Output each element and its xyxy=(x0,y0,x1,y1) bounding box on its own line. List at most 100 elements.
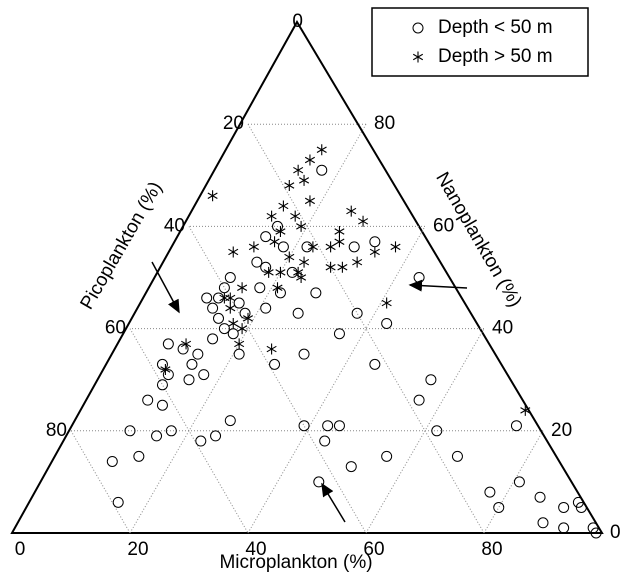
data-point xyxy=(277,241,289,253)
data-point xyxy=(334,226,345,238)
data-point xyxy=(269,236,280,248)
axis-title: Picoplankton (%) xyxy=(77,178,167,313)
data-point xyxy=(266,210,277,222)
legend-label: Depth < 50 m xyxy=(438,17,553,38)
data-point xyxy=(274,287,286,299)
grid-line xyxy=(70,430,131,534)
grid-line xyxy=(188,226,367,534)
data-point xyxy=(351,307,363,319)
legend xyxy=(371,7,589,77)
x-tick-label: 60 xyxy=(363,539,384,560)
left-tick-label: 20 xyxy=(223,113,244,134)
data-point xyxy=(242,312,254,324)
data-point xyxy=(162,338,174,350)
data-point xyxy=(233,348,245,360)
data-point xyxy=(572,496,584,508)
data-point xyxy=(310,287,322,299)
data-point xyxy=(160,363,171,375)
data-point xyxy=(224,272,236,283)
data-point xyxy=(260,261,272,273)
triangle-frame xyxy=(10,19,604,534)
data-point xyxy=(272,220,283,232)
data-point xyxy=(218,323,230,335)
data-point xyxy=(213,292,224,304)
data-point xyxy=(192,348,204,360)
data-point xyxy=(510,420,522,432)
data-point xyxy=(325,261,336,273)
data-point xyxy=(219,292,230,304)
data-point xyxy=(237,282,248,294)
right-tick-label: 80 xyxy=(374,113,395,134)
arrow xyxy=(321,482,346,523)
data-point xyxy=(296,220,307,232)
data-point xyxy=(156,379,168,391)
data-point xyxy=(286,266,298,278)
data-point xyxy=(333,328,345,340)
data-point xyxy=(284,180,295,192)
axis-title: Nanoplankton (%) xyxy=(431,169,525,311)
data-point xyxy=(251,256,263,268)
data-point xyxy=(112,496,124,508)
data-point xyxy=(296,272,307,283)
grid-line xyxy=(247,123,485,534)
data-point xyxy=(413,272,425,283)
data-point xyxy=(292,307,304,319)
grid-line xyxy=(129,328,249,534)
data-point xyxy=(431,425,443,437)
right-tick-label: 40 xyxy=(492,318,513,339)
data-point xyxy=(254,282,266,294)
data-point xyxy=(207,190,218,202)
data-point xyxy=(346,205,357,217)
data-point xyxy=(124,425,136,437)
data-point xyxy=(165,425,177,437)
data-point xyxy=(352,256,363,268)
data-point xyxy=(345,461,357,473)
data-point xyxy=(558,501,570,513)
data-point xyxy=(358,215,369,227)
right-tick-label: 60 xyxy=(433,215,454,236)
left-tick-label: 40 xyxy=(164,215,185,236)
arrow xyxy=(151,261,180,314)
data-point xyxy=(299,256,310,268)
data-point xyxy=(337,261,348,273)
data-point xyxy=(319,435,331,447)
data-point xyxy=(210,430,222,442)
data-point xyxy=(299,174,310,186)
data-point xyxy=(201,292,213,304)
x-tick-label: 80 xyxy=(481,539,502,560)
data-point xyxy=(272,282,283,294)
data-point xyxy=(186,358,198,370)
x-tick-label: 20 xyxy=(127,539,148,560)
data-point xyxy=(195,435,207,447)
data-point xyxy=(558,522,570,534)
data-point xyxy=(218,282,230,294)
data-point xyxy=(293,164,304,176)
grid-line xyxy=(129,123,367,534)
data-point xyxy=(316,144,327,156)
right-tick-label: 0 xyxy=(610,522,621,543)
data-point xyxy=(381,297,392,309)
data-point xyxy=(275,226,286,238)
data-point xyxy=(181,338,192,350)
data-point xyxy=(225,302,236,314)
data-point xyxy=(156,399,168,411)
data-point xyxy=(537,517,549,529)
data-point xyxy=(534,491,546,503)
data-point xyxy=(278,200,289,212)
data-point xyxy=(228,317,239,329)
data-point xyxy=(451,450,463,462)
data-point xyxy=(237,323,248,335)
data-point xyxy=(587,522,599,534)
data-point xyxy=(284,251,295,263)
data-point xyxy=(207,302,219,314)
data-point xyxy=(106,455,118,467)
axis-title: Microplankton (%) xyxy=(219,552,372,573)
data-point xyxy=(263,266,274,278)
grid-line xyxy=(247,226,426,534)
data-point xyxy=(133,450,145,462)
x-tick-label: 40 xyxy=(245,539,266,560)
data-point xyxy=(520,404,531,416)
data-point xyxy=(298,420,310,432)
data-point xyxy=(298,348,310,360)
data-point xyxy=(348,241,360,253)
